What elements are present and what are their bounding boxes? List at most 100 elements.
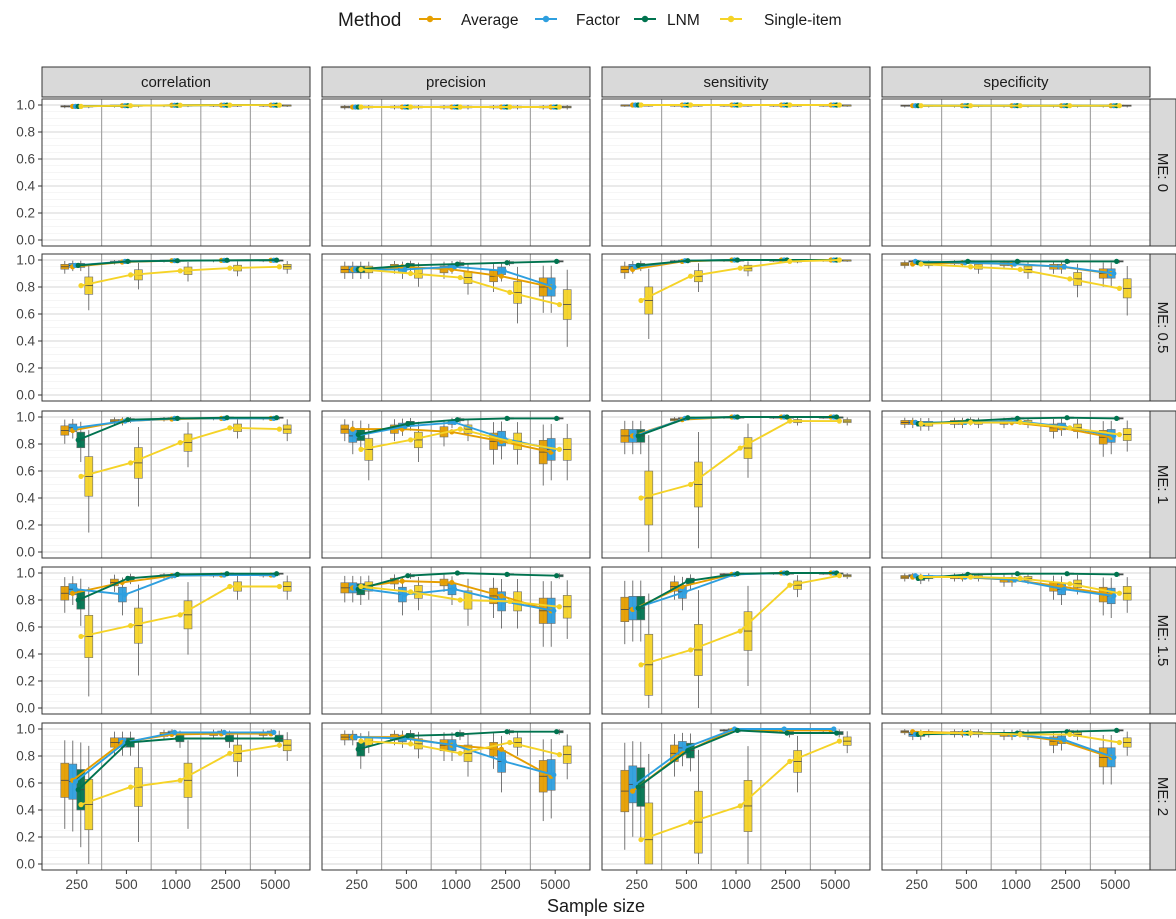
data-point-lnm bbox=[554, 258, 560, 264]
data-point-single-item bbox=[638, 837, 644, 843]
row-strip-me-0: ME: 0 bbox=[1149, 98, 1176, 247]
data-point-lnm bbox=[274, 415, 280, 421]
data-point-single-item bbox=[78, 103, 84, 109]
data-point-single-item bbox=[688, 102, 694, 108]
y-tick-label: 0.0 bbox=[16, 545, 35, 560]
box-single-item bbox=[562, 580, 572, 639]
data-point-lnm bbox=[274, 571, 280, 577]
data-point-lnm bbox=[734, 571, 741, 577]
data-point-average bbox=[350, 426, 356, 432]
data-point-lnm bbox=[75, 787, 81, 793]
data-point-single-item bbox=[1116, 285, 1122, 291]
x-tick-label: 500 bbox=[675, 877, 698, 892]
data-point-single-item bbox=[507, 739, 513, 746]
x-tick-label: 500 bbox=[395, 877, 418, 892]
data-point-single-item bbox=[918, 103, 924, 109]
box-single-item bbox=[282, 419, 292, 442]
legend-label-single-item: Single-item bbox=[764, 12, 842, 29]
data-point-single-item bbox=[1017, 103, 1023, 109]
data-point-single-item bbox=[177, 612, 183, 618]
data-point-single-item bbox=[688, 647, 694, 653]
box-single-item bbox=[562, 423, 572, 481]
data-point-single-item bbox=[507, 104, 513, 110]
x-tick-label: 1000 bbox=[1001, 877, 1031, 892]
data-point-lnm bbox=[685, 578, 691, 584]
legend-item-factor: Factor bbox=[535, 12, 620, 29]
x-tick-label: 250 bbox=[66, 877, 89, 892]
data-point-single-item bbox=[1116, 103, 1122, 109]
box-single-item bbox=[183, 422, 193, 468]
panel-specificity-me-1-5 bbox=[881, 566, 1151, 715]
data-point-single-item bbox=[836, 738, 843, 744]
data-point-single-item bbox=[457, 597, 463, 603]
x-tick-label: 2500 bbox=[491, 877, 521, 892]
data-point-lnm bbox=[1114, 727, 1120, 733]
data-point-single-item bbox=[918, 421, 924, 427]
data-point-single-item bbox=[408, 104, 414, 110]
data-point-single-item bbox=[787, 418, 793, 424]
x-tick-label: 2500 bbox=[771, 877, 801, 892]
data-point-lnm bbox=[125, 575, 131, 582]
data-point-single-item bbox=[507, 289, 513, 295]
box-single-item bbox=[842, 259, 852, 262]
box-single-item bbox=[1122, 731, 1132, 756]
data-point-single-item bbox=[78, 283, 84, 289]
data-point-factor bbox=[781, 726, 787, 732]
data-point-single-item bbox=[688, 819, 694, 825]
strip-label-correlation: correlation bbox=[141, 74, 211, 91]
y-tick-label: 0.8 bbox=[16, 125, 35, 140]
data-point-lnm bbox=[685, 748, 691, 754]
legend-label-lnm: LNM bbox=[667, 12, 700, 29]
box-single-item bbox=[134, 427, 143, 507]
panel-sensitivity-me-1-5 bbox=[601, 566, 871, 715]
panel-correlation-me-2 bbox=[41, 722, 311, 871]
legend-item-lnm: LNM bbox=[634, 12, 700, 29]
panel-specificity-me-0-5 bbox=[881, 253, 1151, 402]
box-single-item bbox=[644, 435, 654, 552]
data-point-single-item bbox=[1116, 739, 1122, 746]
data-point-single-item bbox=[177, 777, 183, 783]
data-point-lnm bbox=[174, 735, 180, 742]
data-point-factor bbox=[1111, 754, 1117, 760]
data-point-lnm bbox=[504, 729, 510, 735]
x-tick-label: 500 bbox=[115, 877, 138, 892]
data-point-lnm bbox=[635, 605, 641, 611]
data-point-factor bbox=[221, 729, 227, 735]
data-point-single-item bbox=[836, 418, 843, 424]
data-point-lnm bbox=[405, 573, 411, 579]
strip-label-precision: precision bbox=[426, 74, 486, 91]
strip-correlation: correlation bbox=[41, 66, 311, 98]
box-single-item bbox=[644, 593, 654, 708]
data-point-lnm bbox=[1014, 258, 1021, 264]
box-single-item bbox=[842, 731, 852, 754]
data-point-lnm bbox=[734, 414, 741, 420]
data-point-single-item bbox=[556, 104, 563, 110]
box-single-item bbox=[743, 423, 753, 478]
data-point-single-item bbox=[968, 264, 974, 270]
data-point-single-item bbox=[968, 419, 974, 425]
data-point-single-item bbox=[227, 750, 233, 756]
data-point-single-item bbox=[227, 425, 233, 431]
y-tick-label: 1.0 bbox=[16, 98, 35, 113]
box-single-item bbox=[1122, 104, 1132, 108]
y-tick-label: 0.6 bbox=[16, 620, 35, 635]
box-average bbox=[60, 577, 70, 613]
data-point-single-item bbox=[1017, 419, 1023, 425]
data-point-factor bbox=[72, 586, 78, 592]
box-average bbox=[60, 261, 70, 274]
x-tick-label: 2500 bbox=[1051, 877, 1081, 892]
data-point-single-item bbox=[227, 102, 233, 108]
data-point-single-item bbox=[276, 583, 282, 590]
data-point-factor bbox=[122, 592, 128, 598]
data-point-lnm bbox=[685, 415, 691, 421]
data-point-factor bbox=[551, 772, 557, 778]
box-single-item bbox=[842, 104, 852, 107]
panel-precision-me-2 bbox=[321, 722, 591, 871]
data-point-single-item bbox=[128, 623, 134, 629]
box-single-item bbox=[183, 582, 193, 655]
data-point-factor bbox=[682, 589, 688, 595]
data-point-single-item bbox=[1067, 731, 1073, 738]
box-single-item bbox=[793, 735, 802, 793]
data-point-lnm bbox=[75, 437, 81, 443]
y-tick-label: 0.0 bbox=[16, 857, 35, 872]
